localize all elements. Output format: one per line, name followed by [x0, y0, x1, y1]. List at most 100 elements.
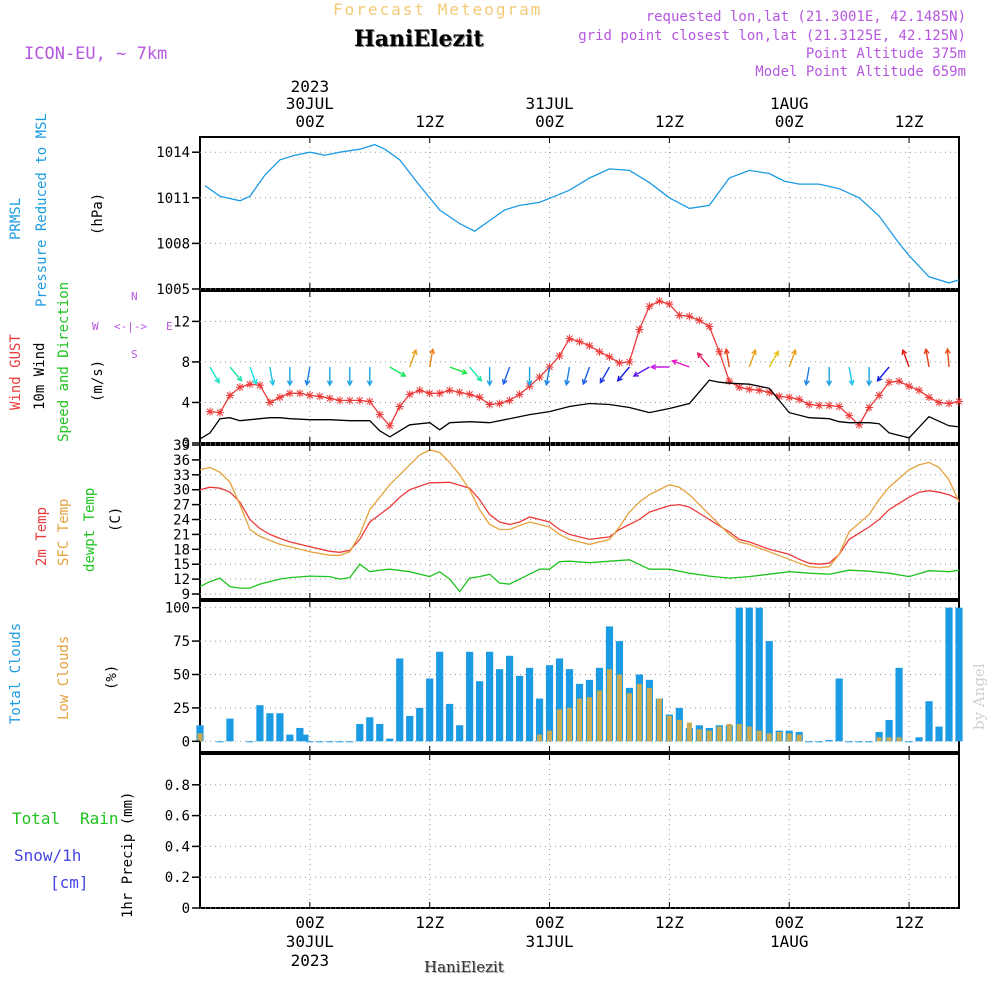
- clouds-bar-0-29: [496, 669, 504, 742]
- clouds-bar-0-22: [426, 678, 434, 742]
- clouds-bar-0-35: [555, 658, 564, 742]
- wind-arrow-head-37: [944, 347, 951, 354]
- wind-arrow-28: [768, 351, 779, 368]
- ytick-label-temperature-10: 39: [173, 438, 190, 454]
- ylabel-celsius: (C): [108, 506, 124, 532]
- wind-arrow-head-19: [581, 378, 588, 386]
- wind-arrow-head-34: [876, 375, 883, 382]
- model-altitude: Model Point Altitude 659m: [755, 64, 966, 80]
- clouds-bar-1-24: [766, 733, 772, 742]
- clouds-bar-0-14: [346, 741, 354, 743]
- clouds-bar-1-9: [616, 674, 622, 742]
- clouds-bar-0-25: [456, 725, 464, 742]
- wind-line-1: [199, 379, 960, 440]
- clouds-bar-1-5: [576, 698, 583, 742]
- clouds-bar-1-18: [706, 730, 712, 742]
- wind-compass: W <-|-> E N S: [92, 290, 173, 361]
- wind-arrow-37: [946, 349, 950, 368]
- clouds-bar-0-10: [306, 741, 314, 743]
- gust-marker-7: [275, 393, 284, 402]
- wind-arrow-11: [429, 349, 434, 368]
- wind-arrow-head-27: [751, 348, 757, 356]
- ytick-label-wind-2: 8: [182, 355, 190, 371]
- wind-arrow-head-13: [476, 375, 483, 382]
- clouds-bar-0-69: [895, 667, 903, 742]
- bottom-time-label-3: 12Z: [655, 913, 684, 932]
- legend-rain: Rain: [80, 809, 119, 828]
- wind-arrow-30: [805, 366, 810, 385]
- requested-coords: requested lon,lat (21.3001E, 42.1485N): [645, 9, 966, 25]
- gust-marker-60: [805, 400, 814, 409]
- gust-marker-21: [415, 386, 424, 395]
- gust-marker-59: [795, 395, 804, 404]
- wind-arrow-head-36: [923, 347, 930, 355]
- clouds-bar-0-16: [366, 717, 374, 742]
- wind-arrow-22: [633, 366, 650, 377]
- gust-marker-51: [715, 347, 724, 356]
- ylabel-hpa: (hPa): [90, 192, 106, 235]
- ytick-label-temperature-7: 30: [173, 483, 190, 499]
- gust-marker-69: [895, 377, 904, 386]
- clouds-bar-1-4: [566, 707, 573, 742]
- bottom-time-label-0: 00Z: [295, 913, 324, 932]
- gust-marker-58: [785, 393, 794, 402]
- bottom-date-label-4: 1AUG: [770, 932, 809, 951]
- wind-arrow-head-11: [429, 347, 436, 355]
- wind-arrow-head-10: [411, 348, 418, 356]
- gust-marker-73: [935, 398, 944, 407]
- clouds-bar-0-30: [505, 655, 514, 742]
- pressure-line-0: [204, 143, 960, 284]
- wind-arrow-head-31: [826, 380, 833, 387]
- gust-marker-71: [915, 386, 924, 395]
- clouds-bar-0-55: [755, 607, 763, 742]
- top-date-label-2: 31JUL: [525, 94, 573, 113]
- ytick-label-wind-0: 0: [182, 436, 190, 452]
- top-date-label-4: 1AUG: [770, 94, 809, 113]
- clouds-bar-0-5: [266, 713, 274, 742]
- gust-marker-37: [575, 337, 584, 346]
- gust-marker-56: [765, 388, 774, 397]
- wind-arrow-10: [409, 349, 417, 368]
- bottom-time-label-4: 00Z: [775, 913, 804, 932]
- bottom-year-label-0: 2023: [291, 951, 330, 970]
- wind-arrow-head-20: [599, 377, 606, 384]
- ytick-label-pressure-1: 1008: [156, 236, 190, 252]
- wind-arrow-34: [876, 366, 890, 382]
- bottom-date-label-0: 30JUL: [286, 932, 334, 951]
- clouds-bar-0-17: [376, 723, 384, 742]
- wind-arrow-27: [748, 349, 757, 368]
- clouds-bar-1-29: [886, 737, 892, 742]
- wind-arrow-19: [582, 366, 591, 385]
- gust-marker-18: [385, 421, 394, 430]
- wind-arrow-29: [788, 349, 797, 368]
- gust-marker-65: [855, 420, 864, 429]
- ytick-label-precip-2: 0.4: [165, 839, 190, 855]
- wind-line-0: [209, 300, 960, 427]
- wind-arrow-head-33: [866, 380, 873, 387]
- gust-marker-10: [305, 391, 314, 400]
- clouds-bar-0-21: [416, 707, 424, 742]
- wind-arrow-head-0: [214, 377, 220, 384]
- clouds-bar-1-6: [586, 697, 593, 742]
- wind-arrow-head-4: [286, 380, 293, 387]
- gust-marker-41: [615, 358, 624, 367]
- ytick-label-wind-1: 4: [182, 395, 190, 411]
- clouds-bar-0-11: [316, 741, 324, 743]
- gust-marker-46: [665, 300, 674, 309]
- gust-marker-67: [875, 391, 884, 400]
- wind-arrow-head-16: [526, 380, 533, 387]
- clouds-bar-1-0: [197, 733, 203, 742]
- clouds-bar-0-34: [545, 665, 554, 742]
- gust-marker-9: [295, 389, 304, 398]
- ylabel-ms: (m/s): [90, 359, 106, 402]
- ytick-label-precip-3: 0.6: [165, 809, 190, 825]
- wind-arrow-25: [697, 352, 710, 368]
- wind-arrow-18: [565, 366, 571, 385]
- clouds-bar-1-28: [876, 737, 882, 742]
- clouds-bar-1-16: [686, 722, 692, 742]
- wind-arrow-head-24: [671, 359, 678, 366]
- clouds-bar-0-1: [216, 741, 224, 743]
- gust-marker-26: [465, 390, 474, 399]
- clouds-bar-1-26: [786, 733, 792, 742]
